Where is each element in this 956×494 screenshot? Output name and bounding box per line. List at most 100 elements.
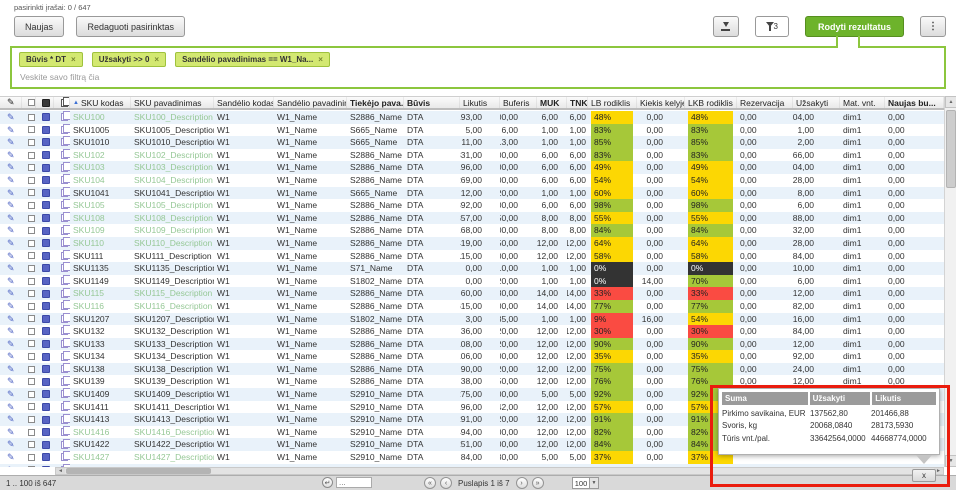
card-view-icon[interactable] xyxy=(42,415,50,424)
card-view-icon[interactable] xyxy=(42,214,50,223)
card-view-icon[interactable] xyxy=(42,163,50,172)
table-row[interactable]: ✎ SKU139 SKU139_Description W1 W1_Name S2886_… xyxy=(0,375,944,389)
card-view-icon[interactable] xyxy=(42,377,50,386)
scroll-right-icon[interactable]: ► xyxy=(934,468,943,474)
table-row[interactable]: ✎ SKU134 SKU134_Description W1 W1_Name S2886_… xyxy=(0,350,944,363)
copy-row-icon[interactable] xyxy=(61,363,70,374)
row-checkbox[interactable] xyxy=(28,353,35,361)
row-checkbox[interactable] xyxy=(28,290,35,298)
cell-edit[interactable]: ✎ xyxy=(0,438,22,451)
row-checkbox[interactable] xyxy=(28,227,35,235)
edit-pencil-icon[interactable]: ✎ xyxy=(7,288,15,299)
chip-close-icon[interactable]: × xyxy=(318,55,323,64)
row-checkbox[interactable] xyxy=(28,327,35,335)
vertical-scrollbar[interactable]: ▲ ▼ xyxy=(944,96,956,467)
cell-edit[interactable]: ✎ xyxy=(0,187,22,200)
next-page-button[interactable]: › xyxy=(515,477,528,489)
table-row[interactable]: ✎ SKU1135 SKU1135_Description W1 W1_Name S71_… xyxy=(0,262,944,275)
cell-grid[interactable] xyxy=(36,313,54,326)
cell-check[interactable] xyxy=(22,124,36,137)
edit-pencil-icon[interactable]: ✎ xyxy=(7,162,15,173)
cell-edit[interactable]: ✎ xyxy=(0,338,22,351)
cell-grid[interactable] xyxy=(36,325,54,338)
cell-grid[interactable] xyxy=(36,401,54,414)
cell-check[interactable] xyxy=(22,363,36,376)
cell-edit[interactable]: ✎ xyxy=(0,300,22,313)
table-row[interactable]: ✎ SKU1041 SKU1041_Description W1 W1_Name S665… xyxy=(0,186,944,200)
column-header-mat[interactable]: Mat. vnt. xyxy=(840,97,885,108)
cell-grid[interactable] xyxy=(36,124,54,137)
copy-row-icon[interactable] xyxy=(61,111,70,122)
row-checkbox[interactable] xyxy=(28,340,35,348)
table-row[interactable]: ✎ SKU116 SKU116_Description W1 W1_Name S2886_… xyxy=(0,299,944,313)
row-checkbox[interactable] xyxy=(28,214,35,222)
cell-edit[interactable]: ✎ xyxy=(0,136,22,149)
cell-edit[interactable]: ✎ xyxy=(0,199,22,212)
row-checkbox[interactable] xyxy=(28,302,35,310)
copy-row-icon[interactable] xyxy=(61,237,70,248)
new-button[interactable]: Naujas xyxy=(14,16,65,37)
cell-grid[interactable] xyxy=(36,375,54,388)
card-view-icon[interactable] xyxy=(42,239,50,248)
cell-grid[interactable] xyxy=(36,174,54,187)
cell-edit[interactable]: ✎ xyxy=(0,464,22,467)
cell-check[interactable] xyxy=(22,350,36,363)
copy-row-icon[interactable] xyxy=(61,337,70,348)
cell-grid[interactable] xyxy=(36,187,54,200)
column-header-uzsakyti[interactable]: Užsakyti xyxy=(793,97,840,108)
cell-copy[interactable] xyxy=(54,325,70,338)
cell-check[interactable] xyxy=(22,149,36,162)
cell-check[interactable] xyxy=(22,224,36,237)
row-checkbox[interactable] xyxy=(28,277,35,285)
first-page-button[interactable]: « xyxy=(424,477,436,489)
table-row[interactable]: ✎ SKU102 SKU102_Description W1 W1_Name S2886_… xyxy=(0,148,944,162)
export-button[interactable] xyxy=(712,16,739,37)
edit-pencil-icon[interactable]: ✎ xyxy=(7,225,15,236)
card-view-icon[interactable] xyxy=(42,314,50,323)
cell-check[interactable] xyxy=(22,262,36,275)
cell-check[interactable] xyxy=(22,237,36,250)
copy-row-icon[interactable] xyxy=(61,438,70,449)
edit-pencil-icon[interactable]: ✎ xyxy=(7,137,15,148)
cell-edit[interactable]: ✎ xyxy=(0,224,22,237)
goto-enter-icon[interactable]: ↵ xyxy=(322,477,333,488)
row-checkbox[interactable] xyxy=(28,164,35,172)
table-row[interactable]: ✎ SKU108 SKU108_Description W1 W1_Name S2886_… xyxy=(0,211,944,225)
cell-grid[interactable] xyxy=(36,136,54,149)
copy-row-icon[interactable] xyxy=(61,224,70,235)
table-row[interactable]: ✎ SKU115 SKU115_Description W1 W1_Name S2886_… xyxy=(0,287,944,300)
cell-check[interactable] xyxy=(22,375,36,388)
row-checkbox[interactable] xyxy=(28,264,35,272)
horizontal-scroll-thumb[interactable] xyxy=(66,468,211,474)
edit-pencil-icon[interactable]: ✎ xyxy=(7,212,15,223)
column-header-likutis[interactable]: Likutis xyxy=(460,97,500,108)
card-view-icon[interactable] xyxy=(42,365,50,374)
cell-copy[interactable] xyxy=(54,451,70,464)
select-all-checkbox[interactable] xyxy=(28,99,35,106)
cell-grid[interactable] xyxy=(36,199,54,212)
scroll-down-icon[interactable]: ▼ xyxy=(945,455,956,467)
cell-copy[interactable] xyxy=(54,287,70,300)
table-row[interactable]: ✎ SKU133 SKU133_Description W1 W1_Name S2886_… xyxy=(0,337,944,351)
cell-check[interactable] xyxy=(22,388,36,401)
cell-copy[interactable] xyxy=(54,312,70,326)
cell-edit[interactable]: ✎ xyxy=(0,388,22,401)
chip-close-icon[interactable]: × xyxy=(154,55,160,64)
card-view-icon[interactable] xyxy=(42,465,50,467)
copy-row-icon[interactable] xyxy=(61,312,70,323)
edit-pencil-icon[interactable]: ✎ xyxy=(7,263,15,274)
cell-check[interactable] xyxy=(22,187,36,200)
cell-copy[interactable] xyxy=(54,262,70,275)
popup-close-button[interactable]: x xyxy=(912,469,936,482)
row-checkbox[interactable] xyxy=(28,453,35,461)
column-header-lb[interactable]: LB rodiklis xyxy=(588,97,637,108)
show-results-button[interactable]: Rodyti rezultatus xyxy=(804,16,904,37)
copy-row-icon[interactable] xyxy=(61,325,70,336)
copy-row-icon[interactable] xyxy=(61,161,70,172)
column-header-kiekis[interactable]: Kiekis kelyje xyxy=(637,97,685,108)
copy-row-icon[interactable] xyxy=(61,136,70,147)
column-header-supplier[interactable]: Tiekėjo pava... xyxy=(347,97,404,108)
cell-grid[interactable] xyxy=(36,224,54,237)
cell-copy[interactable] xyxy=(54,136,70,149)
scroll-left-icon[interactable]: ◄ xyxy=(56,468,65,474)
